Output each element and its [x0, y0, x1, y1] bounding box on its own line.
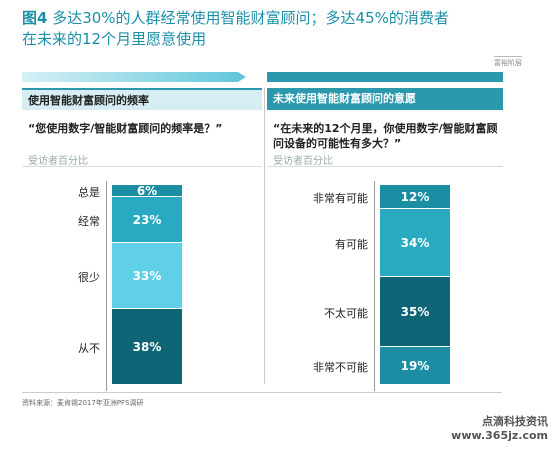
- category-label: 不太可能: [324, 307, 368, 320]
- left-question: “您使用数字/智能财富顾问的频率是？”: [28, 122, 223, 135]
- right-separator: [267, 166, 503, 167]
- title-line-1: 多达30%的人群经常使用智能财富顾问；多达45%的消费者: [52, 9, 449, 27]
- bar-segment: 23%: [112, 197, 182, 243]
- source-note: 资料来源：麦肯锡2017年亚洲PFS调研: [22, 399, 144, 407]
- bar-segment: 34%: [380, 209, 450, 277]
- bar-value-label: 23%: [132, 212, 162, 227]
- bar-value-label: 35%: [400, 304, 430, 319]
- figure-number: 图4: [22, 9, 48, 27]
- category-label: 经常: [78, 215, 100, 228]
- category-label: 非常有可能: [313, 192, 368, 205]
- watermark-line-1: 点滴科技资讯: [482, 415, 548, 428]
- bar-value-label: 6%: [136, 183, 158, 198]
- bar-segment: 19%: [380, 347, 450, 385]
- category-label: 很少: [78, 271, 100, 284]
- bar-axis: [106, 181, 107, 391]
- left-panel-title: 使用智能财富顾问的频率: [22, 88, 262, 110]
- right-question: “在未来的12个月里，你使用数字/智能财富顾问设备的可能性有多大？”: [273, 122, 498, 150]
- footer-divider: [22, 392, 502, 393]
- title-line-2: 在未来的12个月里愿意使用: [22, 30, 207, 48]
- bar-segment: 6%: [112, 183, 182, 198]
- figure-title: 图4 多达30%的人群经常使用智能财富顾问；多达45%的消费者 在未来的12个月…: [22, 8, 542, 50]
- panel-divider: [264, 88, 265, 384]
- bar-segment: 35%: [380, 277, 450, 347]
- category-label: 有可能: [335, 238, 368, 251]
- bar-value-label: 38%: [132, 339, 162, 354]
- watermark: 点滴科技资讯 www.365jz.com: [451, 415, 548, 443]
- watermark-line-2: www.365jz.com: [451, 429, 548, 442]
- bar-axis: [374, 181, 375, 391]
- bar-value-label: 19%: [400, 358, 430, 373]
- bar-value-label: 12%: [400, 189, 430, 204]
- category-label: 从不: [78, 342, 100, 355]
- bar-segment: 33%: [112, 243, 182, 309]
- arrow-banner: [22, 72, 246, 82]
- category-label: 非常不可能: [313, 361, 368, 374]
- left-separator: [22, 166, 262, 167]
- segment-tag: 富裕阶层: [494, 56, 522, 68]
- bar-segment: 38%: [112, 309, 182, 385]
- right-unit-note: 受访者百分比: [273, 156, 333, 167]
- bar-value-label: 33%: [132, 268, 162, 283]
- left-unit-note: 受访者百分比: [28, 156, 88, 167]
- bar-segment: 12%: [380, 185, 450, 209]
- bar-value-label: 34%: [400, 235, 430, 250]
- right-panel-bar: [267, 72, 503, 82]
- category-label: 总是: [78, 186, 100, 199]
- right-panel-title: 未来使用智能财富顾问的意愿: [267, 88, 503, 110]
